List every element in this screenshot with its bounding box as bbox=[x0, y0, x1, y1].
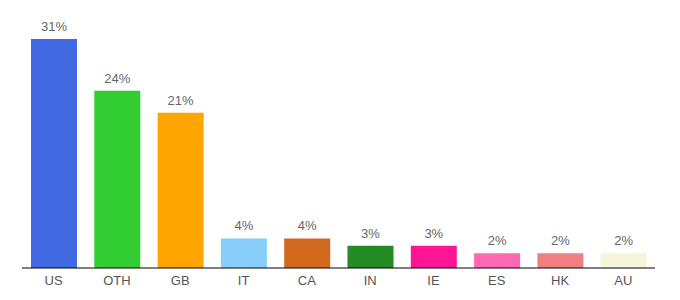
svg-text:2%: 2% bbox=[614, 233, 633, 248]
svg-text:IT: IT bbox=[238, 273, 250, 288]
svg-text:AU: AU bbox=[614, 273, 632, 288]
svg-text:4%: 4% bbox=[298, 218, 317, 233]
svg-text:CA: CA bbox=[298, 273, 316, 288]
svg-text:2%: 2% bbox=[551, 233, 570, 248]
svg-text:4%: 4% bbox=[235, 218, 254, 233]
svg-text:IE: IE bbox=[427, 273, 440, 288]
svg-text:OTH: OTH bbox=[103, 273, 130, 288]
svg-text:3%: 3% bbox=[361, 226, 380, 241]
svg-text:24%: 24% bbox=[104, 71, 130, 86]
svg-text:US: US bbox=[45, 273, 63, 288]
svg-text:GB: GB bbox=[171, 273, 190, 288]
svg-text:31%: 31% bbox=[41, 19, 67, 34]
svg-text:2%: 2% bbox=[488, 233, 507, 248]
svg-text:ES: ES bbox=[488, 273, 506, 288]
svg-text:HK: HK bbox=[551, 273, 569, 288]
svg-text:21%: 21% bbox=[168, 93, 194, 108]
svg-text:IN: IN bbox=[364, 273, 377, 288]
svg-text:3%: 3% bbox=[424, 226, 443, 241]
